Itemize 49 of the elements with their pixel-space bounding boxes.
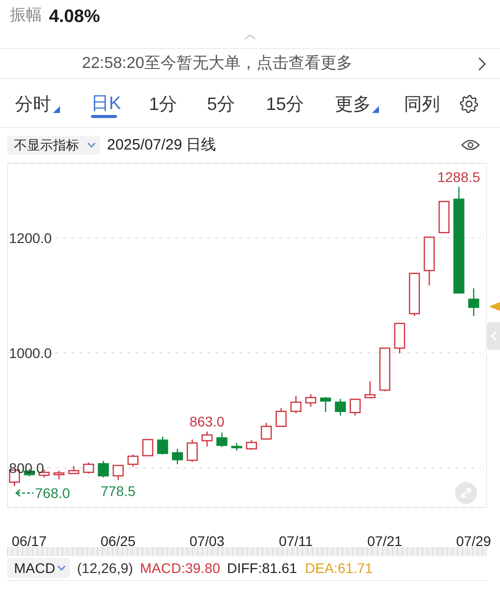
annotation: 768.0 [35, 484, 70, 500]
candlestick [83, 462, 94, 474]
candlestick [320, 396, 332, 413]
candlestick [142, 438, 154, 457]
annotation: 1288.5 [437, 168, 480, 185]
candlestick [260, 422, 272, 440]
text: 同列 [404, 94, 440, 114]
candlestick [276, 407, 287, 428]
annotation: 863.0 [189, 414, 225, 430]
text: 4.08% [49, 6, 100, 26]
text: 日K [91, 93, 122, 113]
text: DIFF:81.61 [227, 560, 298, 576]
text: 1分 [149, 94, 178, 114]
chart-title: 2025/07/29 日线 [107, 136, 216, 154]
y-tick-label: 1200.0 [9, 230, 52, 246]
x-tick-label: 06/17 [12, 533, 47, 549]
text: 15分 [266, 94, 304, 114]
candlestick [172, 448, 183, 465]
text: 更多 [335, 94, 371, 114]
x-tick-label: 07/29 [456, 533, 492, 549]
candlestick [202, 430, 213, 448]
candlestick [112, 464, 124, 481]
candlestick [186, 438, 198, 463]
text: 22:58:20至今暂无大单，点击查看更多 [82, 55, 352, 72]
candlestick [334, 398, 346, 416]
candlestick [246, 440, 257, 451]
candlestick [305, 394, 316, 408]
candlestick [98, 460, 109, 478]
candlestick [290, 395, 302, 414]
candlestick [157, 436, 168, 456]
candlestick [350, 398, 361, 416]
text: DEA:61.71 [305, 560, 373, 576]
x-tick-label: 06/25 [100, 533, 136, 549]
text: (12,26,9) [77, 560, 134, 576]
x-tick-label: 07/03 [189, 533, 225, 549]
candlestick [216, 432, 228, 448]
x-tick-label: 07/21 [367, 533, 402, 549]
text: 不显示指标 [14, 138, 79, 152]
candlestick [468, 288, 480, 317]
y-tick-label: 1000.0 [9, 344, 52, 361]
x-tick-label: 07/11 [278, 533, 314, 549]
text: 分时 [15, 94, 51, 114]
annotation: 778.5 [100, 483, 136, 500]
text: 振幅 [10, 7, 42, 24]
candlestick [364, 380, 376, 399]
text: 5分 [207, 94, 236, 114]
text: MACD:39.80 [140, 560, 220, 576]
candlestick [128, 454, 138, 468]
text: MACD [14, 560, 56, 576]
